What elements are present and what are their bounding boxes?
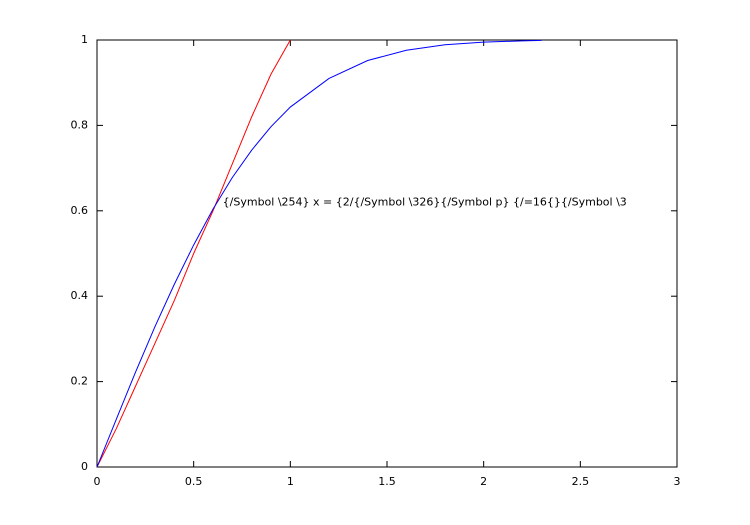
y-tick-label: 0 — [81, 460, 88, 473]
y-tick-label: 0.6 — [71, 204, 89, 217]
plot-frame — [96, 39, 678, 468]
x-tick-label: 0.5 — [185, 475, 203, 488]
x-tick-label: 2 — [480, 475, 487, 488]
x-tick-label: 1.5 — [378, 475, 396, 488]
y-tick-label: 1 — [81, 33, 88, 46]
y-tick-label: 0.2 — [71, 375, 89, 388]
x-tick-label: 2.5 — [572, 475, 590, 488]
curve — [96, 39, 542, 468]
x-tick-label: 0 — [94, 475, 101, 488]
y-tick-label: 0.8 — [71, 118, 89, 131]
x-tick-label: 1 — [287, 475, 294, 488]
y-tick-label: 0.4 — [71, 289, 89, 302]
x-tick-label: 3 — [674, 475, 681, 488]
curve — [96, 39, 291, 468]
annotation: {/Symbol \254} x = {2/{/Symbol \326}{/Sy… — [223, 195, 627, 208]
